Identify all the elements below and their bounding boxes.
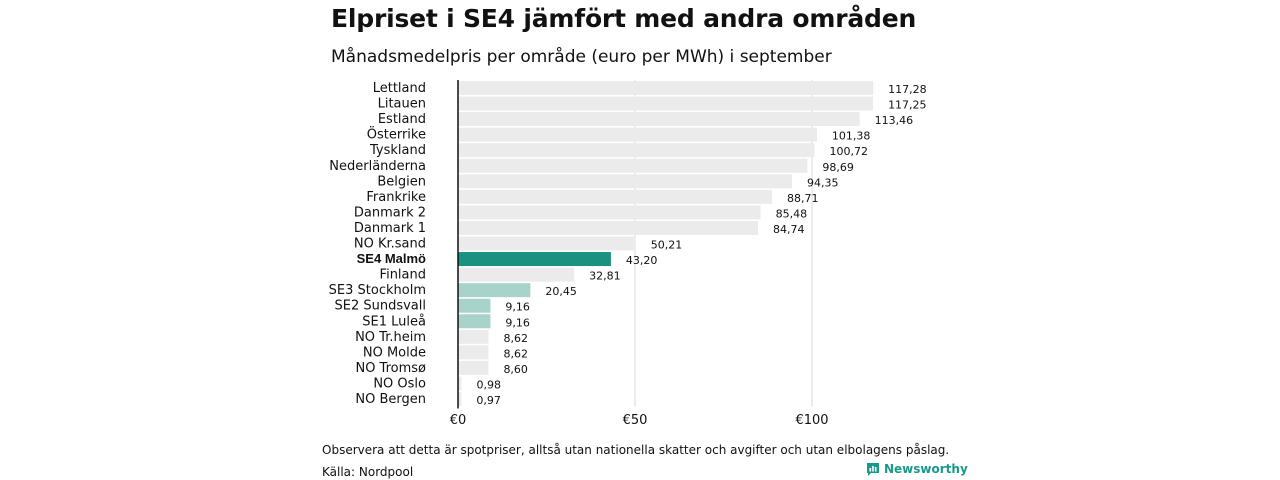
category-label: Estland xyxy=(378,112,426,127)
value-label: 117,28 xyxy=(888,83,927,96)
category-label: NO Bergen xyxy=(355,392,426,407)
bar xyxy=(458,220,758,235)
bar xyxy=(458,345,489,360)
value-label: 113,46 xyxy=(875,114,914,127)
bar xyxy=(458,143,815,158)
value-label: 8,60 xyxy=(503,363,527,376)
bar xyxy=(458,283,531,298)
bar xyxy=(458,392,462,406)
value-label: 9,16 xyxy=(505,316,530,329)
value-label: 85,48 xyxy=(776,207,808,220)
category-label: SE1 Luleå xyxy=(362,314,426,329)
chart-title: Elpriset i SE4 jämfört med andra områden xyxy=(331,4,917,33)
bar xyxy=(458,174,792,189)
brand-name: Newsworthy xyxy=(884,462,968,476)
value-label: 101,38 xyxy=(832,130,871,143)
x-tick-label: €100 xyxy=(795,413,828,428)
value-label: 8,62 xyxy=(504,347,528,360)
bar xyxy=(458,329,489,344)
value-label: 117,25 xyxy=(888,99,927,112)
value-label: 84,74 xyxy=(773,223,805,236)
bar-chart: Lettland 117,28 Litauen 117,25 Estland 113,46… xyxy=(329,80,927,428)
bar xyxy=(458,112,860,127)
category-label: NO Kr.sand xyxy=(354,237,426,252)
category-label: Österrike xyxy=(367,126,426,143)
value-label: 8,62 xyxy=(504,332,528,345)
value-label: 9,16 xyxy=(505,301,530,314)
category-label: NO Tr.heim xyxy=(355,330,426,345)
value-label: 0,98 xyxy=(476,378,501,391)
category-label: Danmark 1 xyxy=(354,221,426,236)
bar xyxy=(458,376,462,391)
value-label: 20,45 xyxy=(545,285,577,298)
category-label: NO Tromsø xyxy=(355,361,426,376)
bar xyxy=(458,236,636,251)
bar xyxy=(458,189,773,204)
category-label: SE2 Sundsvall xyxy=(334,299,426,314)
value-label: 43,20 xyxy=(626,254,658,267)
category-label: Nederländerna xyxy=(329,159,426,174)
value-label: 88,71 xyxy=(787,192,819,205)
bar xyxy=(458,96,874,111)
bar xyxy=(458,81,874,95)
brand-logo: Newsworthy xyxy=(866,462,968,476)
bar xyxy=(458,205,761,220)
category-label: Belgien xyxy=(377,174,426,189)
source-label: Källa: Nordpool xyxy=(322,465,414,479)
value-label: 94,35 xyxy=(807,176,839,189)
category-label: Frankrike xyxy=(366,190,426,205)
category-label: Litauen xyxy=(378,97,426,112)
bar xyxy=(458,127,817,142)
bar xyxy=(458,360,489,375)
category-label: NO Oslo xyxy=(373,376,426,391)
bar-chart-logo-icon xyxy=(867,463,879,476)
value-label: 0,97 xyxy=(476,394,501,407)
value-label: 32,81 xyxy=(589,270,621,283)
category-label: Finland xyxy=(380,268,426,283)
bar xyxy=(458,314,491,329)
category-label: NO Molde xyxy=(363,345,426,360)
value-label: 50,21 xyxy=(651,239,683,252)
x-tick-label: €50 xyxy=(623,413,648,428)
bar xyxy=(458,158,808,173)
category-label: Lettland xyxy=(373,81,426,96)
footnote: Observera att detta är spotpriser, allts… xyxy=(322,443,950,457)
x-tick-label: €0 xyxy=(450,413,467,428)
value-label: 100,72 xyxy=(830,145,869,158)
bar xyxy=(458,267,575,282)
category-label: Tyskland xyxy=(369,143,426,158)
bar xyxy=(458,252,611,267)
category-label: SE4 Malmö xyxy=(357,251,426,266)
chart-subtitle: Månadsmedelpris per område (euro per MWh… xyxy=(331,47,832,67)
category-label: Danmark 2 xyxy=(354,205,426,220)
bar xyxy=(458,298,491,313)
category-label: SE3 Stockholm xyxy=(329,283,426,298)
value-label: 98,69 xyxy=(822,161,854,174)
